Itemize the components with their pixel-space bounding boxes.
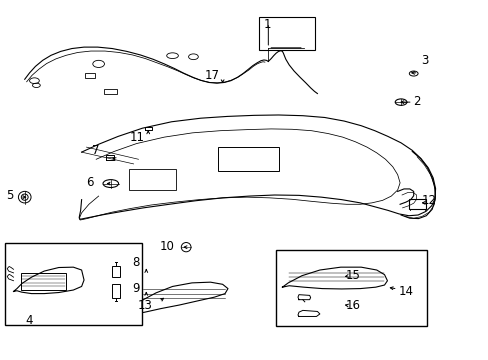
Bar [5,243,142,325]
Text: 4: 4 [26,314,33,327]
Bar [128,169,176,190]
Text: 7: 7 [92,144,100,157]
Bar [85,73,95,78]
Bar [104,89,117,94]
Text: 11: 11 [130,131,145,144]
Bar [112,266,120,277]
Text: 1: 1 [264,18,271,31]
Text: 16: 16 [345,299,360,312]
Text: 2: 2 [412,95,420,108]
Text: 6: 6 [86,176,93,189]
Bar [408,199,426,208]
Text: 17: 17 [204,69,220,82]
Bar [259,18,314,50]
Bar [217,147,278,171]
Bar [276,249,426,327]
Text: 14: 14 [398,285,412,298]
Text: 15: 15 [345,269,360,282]
Bar [112,284,120,298]
Text: 13: 13 [138,299,152,312]
Text: 10: 10 [159,240,174,253]
Text: 3: 3 [420,54,427,67]
Text: 8: 8 [132,256,139,269]
Text: 9: 9 [132,283,139,296]
Text: 5: 5 [6,189,14,202]
Bar [21,273,65,290]
Text: 12: 12 [421,194,436,207]
